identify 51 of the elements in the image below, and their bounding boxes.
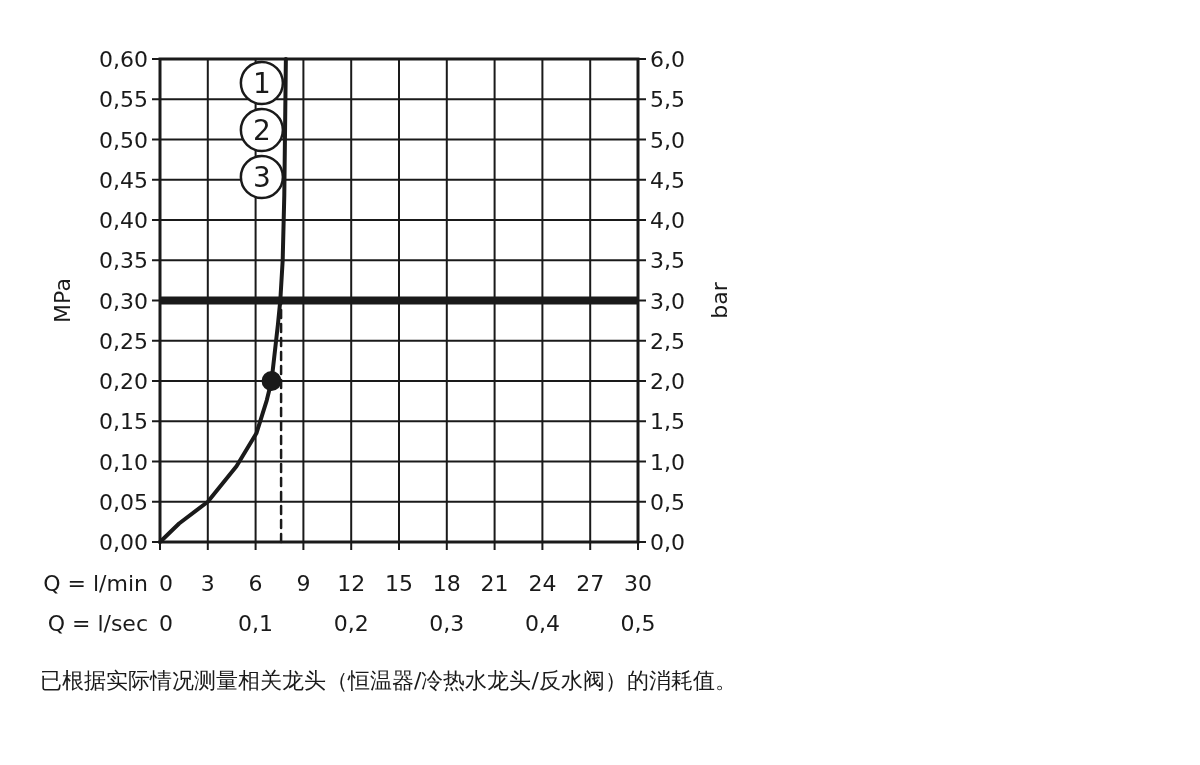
- x2-tick-label: 0,5: [620, 611, 656, 636]
- y2-tick-label: 1,0: [650, 449, 685, 475]
- y-tick-label: 0,55: [99, 87, 148, 113]
- y-tick-label: 0,25: [99, 328, 148, 354]
- x-tick-label: 6: [248, 571, 263, 596]
- x2-tick-label: 0,2: [333, 611, 369, 636]
- x-tick-label: 0: [159, 571, 173, 596]
- y-tick-label: 0,05: [99, 489, 148, 515]
- y-tick-label: 0,60: [99, 47, 148, 72]
- x-tick-label: 18: [432, 571, 461, 596]
- annotation: 1: [252, 67, 271, 100]
- y2-tick-label: 3,0: [650, 288, 685, 314]
- y-tick-label: 0,30: [99, 288, 148, 314]
- y-tick-label: 0,15: [99, 409, 148, 435]
- y2-tick-label: 4,5: [650, 167, 685, 193]
- annotation: 2: [252, 114, 271, 147]
- x-tick-label: 3: [200, 571, 215, 596]
- x2-tick-label: 0,4: [524, 611, 560, 636]
- y2-tick-label: 6,0: [650, 47, 685, 72]
- y2-tick-label: 5,5: [650, 87, 685, 113]
- x2-axis-title: Q = l/sec: [47, 611, 148, 636]
- y-tick-label: 0,50: [99, 127, 148, 153]
- y2-tick-label: 0,0: [650, 530, 685, 555]
- y-tick-label: 0,00: [99, 530, 148, 555]
- x2-tick-label: 0: [159, 611, 173, 636]
- y-tick-label: 0,45: [99, 167, 148, 193]
- y2-tick-label: 4,0: [650, 208, 685, 233]
- y-tick-label: 0,20: [99, 369, 148, 394]
- y-tick-label: 0,10: [99, 449, 148, 475]
- x-tick-label: 9: [296, 571, 311, 596]
- x-tick-label: 12: [337, 571, 366, 596]
- y-tick-label: 0,40: [99, 208, 148, 233]
- y-tick-label: 0,35: [99, 248, 148, 274]
- y-axis-title: MPa: [50, 278, 75, 323]
- y2-tick-label: 2,5: [650, 328, 685, 354]
- x-tick-label: 24: [528, 571, 557, 596]
- x-tick-label: 21: [480, 571, 509, 596]
- x2-tick-label: 0,3: [429, 611, 465, 636]
- y2-tick-label: 2,0: [650, 369, 685, 394]
- x-tick-label: 27: [576, 571, 605, 596]
- x-axis-title: Q = l/min: [43, 571, 148, 596]
- x2-tick-label: 0,1: [238, 611, 274, 636]
- annotation: 3: [252, 161, 271, 194]
- y2-tick-label: 1,5: [650, 409, 685, 435]
- y2-tick-label: 3,5: [650, 248, 685, 274]
- x-tick-label: 15: [385, 571, 413, 596]
- text: 已根据实际情况测量相关龙头（恒温器/冷热水龙头/反水阀）的消耗值。: [40, 668, 737, 693]
- y2-axis-title: bar: [707, 281, 732, 319]
- y2-tick-label: 5,0: [650, 127, 685, 153]
- y2-tick-label: 0,5: [650, 489, 685, 515]
- x-tick-label: 30: [624, 571, 652, 596]
